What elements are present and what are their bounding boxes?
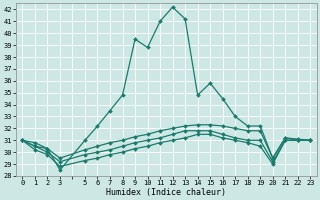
X-axis label: Humidex (Indice chaleur): Humidex (Indice chaleur) [106, 188, 226, 197]
